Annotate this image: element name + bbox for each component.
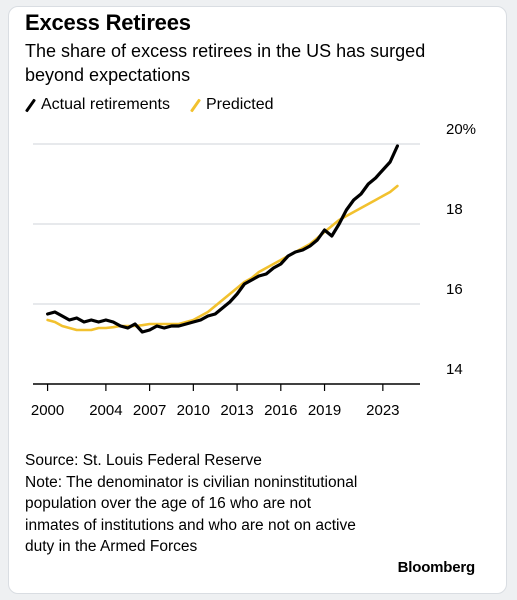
y-tick-label: 16	[446, 281, 463, 298]
y-tick-label: 18	[446, 201, 463, 218]
chart-title: Excess Retirees	[25, 10, 191, 35]
x-tick-label: 2007	[133, 402, 166, 419]
x-tick-label: 2013	[220, 402, 253, 419]
bloomberg-logo: Bloomberg	[397, 559, 476, 576]
chart-subtitle: The share of excess retirees in the US h…	[25, 41, 426, 85]
y-tick-label: 20%	[446, 121, 476, 138]
x-tick-label: 2019	[308, 402, 341, 419]
legend-label-predicted: Predicted	[205, 96, 274, 113]
x-tick-label: 2000	[31, 402, 64, 419]
chart-legend: Actual retirements Predicted	[24, 96, 294, 114]
footnote: Note: The denominator is civilian nonins…	[25, 473, 358, 556]
legend-item-actual: Actual retirements	[24, 96, 170, 114]
x-tick-label: 2023	[366, 402, 399, 419]
x-tick-label: 2010	[177, 402, 210, 419]
legend-item-predicted: Predicted	[189, 96, 274, 114]
source-note: Source: St. Louis Federal Reserve	[25, 452, 262, 469]
legend-label-actual: Actual retirements	[41, 96, 170, 113]
series-line-actual	[45, 144, 399, 334]
series-line-predicted	[46, 184, 399, 332]
chart-footer: Source: St. Louis Federal Reserve Note: …	[25, 450, 365, 558]
x-tick-label: 2016	[264, 402, 297, 419]
y-tick-label: 14	[446, 361, 463, 378]
chart-card	[8, 6, 507, 594]
x-tick-label: 2004	[89, 402, 122, 419]
